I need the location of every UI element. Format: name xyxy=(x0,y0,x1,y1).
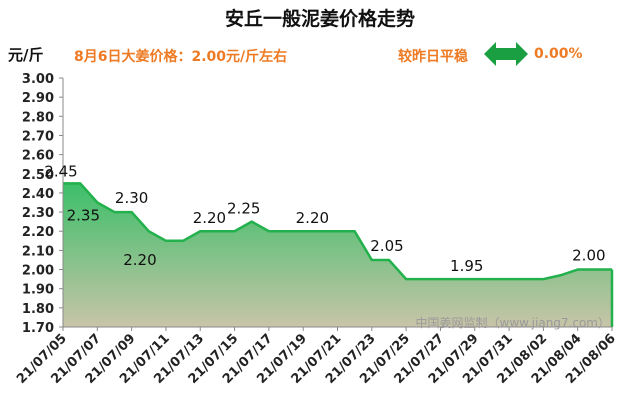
y-tick-label: 2.30 xyxy=(22,206,54,221)
y-tick-label: 2.20 xyxy=(22,225,54,240)
data-label: 2.20 xyxy=(296,209,329,227)
compare-value: 0.00% xyxy=(534,46,583,62)
y-tick-label: 3.00 xyxy=(22,72,54,87)
y-tick-label: 2.70 xyxy=(22,129,54,144)
price-line xyxy=(63,182,612,281)
area-fill xyxy=(63,183,612,327)
y-tick-label: 2.90 xyxy=(22,91,54,106)
data-label: 2.05 xyxy=(370,237,403,255)
y-tick-label: 2.00 xyxy=(22,264,54,279)
y-tick-label: 1.70 xyxy=(22,321,54,336)
data-label: 1.95 xyxy=(450,257,483,275)
compare-label: 较昨日平稳 xyxy=(398,49,468,65)
y-tick-label: 1.80 xyxy=(22,302,54,317)
data-label: 2.20 xyxy=(193,209,226,227)
y-tick-label: 2.40 xyxy=(22,187,54,202)
y-tick-label: 2.60 xyxy=(22,149,54,164)
price-note: 8月6日大姜价格：2.00元/斤左右 xyxy=(74,49,288,65)
y-tick-label: 2.80 xyxy=(22,110,54,125)
data-label: 2.25 xyxy=(227,200,260,218)
unit-label: 元/斤 xyxy=(8,46,44,64)
data-label: 2.35 xyxy=(67,207,100,225)
data-label: 2.45 xyxy=(44,162,77,180)
y-tick-label: 2.50 xyxy=(22,168,54,183)
y-tick-label: 2.10 xyxy=(22,244,54,259)
data-label: 2.20 xyxy=(123,251,156,269)
chart-title: 安丘一般泥姜价格走势 xyxy=(224,8,415,30)
data-label: 2.00 xyxy=(572,247,605,265)
y-tick-label: 1.90 xyxy=(22,283,54,298)
watermark: 中国姜网监制（www.jiang7.com） xyxy=(416,315,610,330)
double-arrow-icon xyxy=(484,42,528,66)
data-label: 2.30 xyxy=(115,189,148,207)
